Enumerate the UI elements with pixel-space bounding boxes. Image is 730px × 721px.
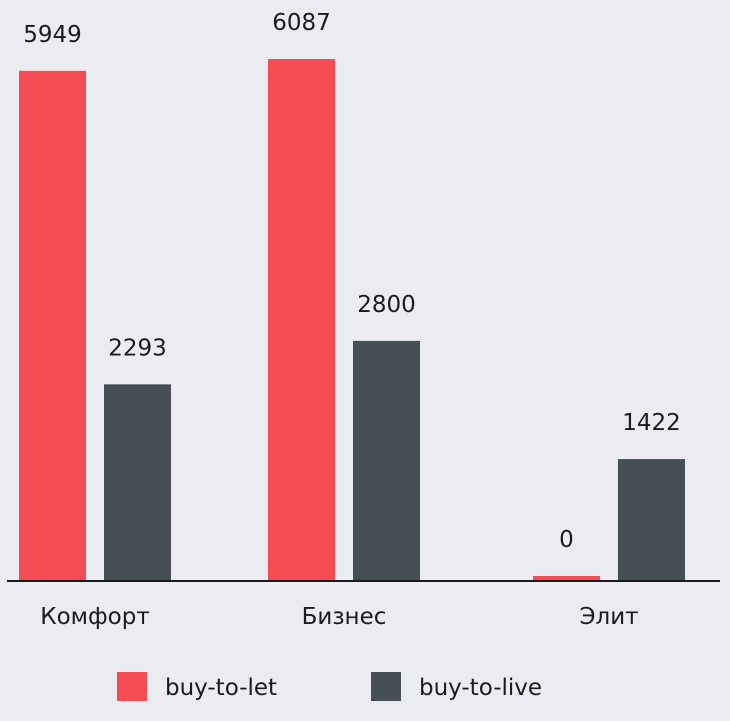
legend-swatch-buy-to-let bbox=[117, 672, 147, 701]
legend-item-buy-to-let: buy-to-let bbox=[117, 672, 277, 701]
bars-layer bbox=[19, 59, 685, 581]
category-label-2: Бизнес bbox=[302, 604, 387, 630]
bar-buy-to-live-1 bbox=[104, 384, 171, 581]
value-label-buy-to-live-2: 2800 bbox=[357, 292, 416, 318]
legend-swatch-buy-to-live bbox=[371, 672, 401, 701]
category-label-3: Элит bbox=[579, 604, 638, 630]
bar-buy-to-let-3 bbox=[533, 576, 600, 581]
bar-buy-to-let-2 bbox=[268, 59, 335, 581]
bar-buy-to-live-3 bbox=[618, 459, 685, 581]
bar-buy-to-let-1 bbox=[19, 70, 86, 581]
bar-buy-to-live-2 bbox=[353, 340, 420, 581]
value-label-buy-to-let-2: 6087 bbox=[272, 10, 331, 36]
value-labels-layer: 5949 2293 6087 2800 0 1422 bbox=[23, 10, 681, 553]
value-label-buy-to-live-1: 2293 bbox=[108, 335, 167, 361]
legend-label-buy-to-let: buy-to-let bbox=[165, 675, 277, 701]
value-label-buy-to-live-3: 1422 bbox=[622, 410, 681, 436]
category-labels-layer: Комфорт Бизнес Элит bbox=[40, 604, 638, 630]
value-label-buy-to-let-3: 0 bbox=[559, 527, 574, 553]
legend-label-buy-to-live: buy-to-live bbox=[419, 675, 542, 701]
category-label-1: Комфорт bbox=[40, 604, 150, 630]
value-label-buy-to-let-1: 5949 bbox=[23, 22, 82, 48]
legend: buy-to-let buy-to-live bbox=[117, 672, 542, 701]
legend-item-buy-to-live: buy-to-live bbox=[371, 672, 542, 701]
